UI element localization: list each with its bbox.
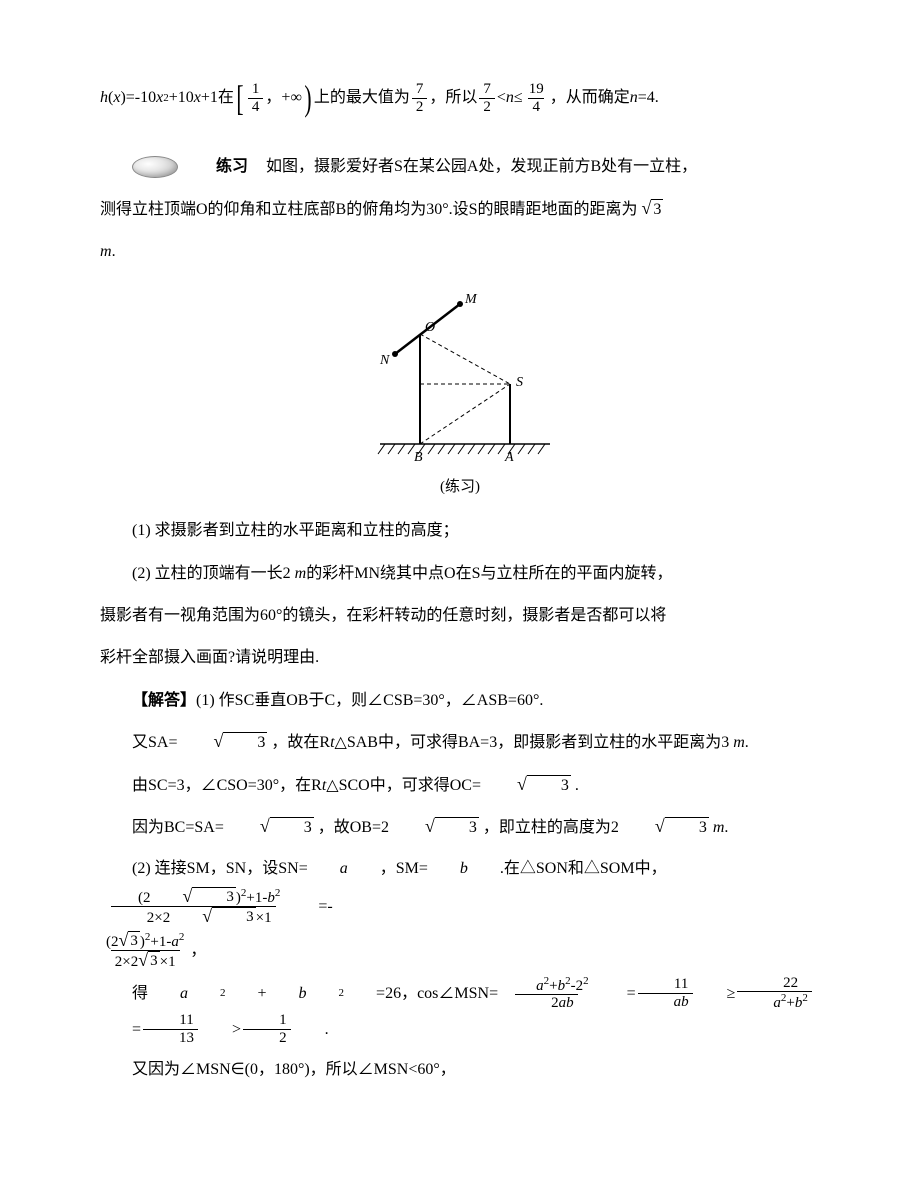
- hx-x1: x: [113, 80, 120, 115]
- sol-line5: (2) 连接SM，SN，设SN=a ，SM=b .在△SON和△SOM中， (2…: [100, 851, 820, 926]
- practice-label: 练习: [184, 148, 248, 186]
- sol-line6: 得a2 +b2 =26，cos∠MSN= a2+b2-22 2ab = 11 a…: [100, 975, 820, 1047]
- q1: (1) 求摄影者到立柱的水平距离和立柱的高度；: [100, 512, 820, 550]
- practice-line2: 测得立柱顶端O的仰角和立柱底部B的俯角均为30°.设S的眼睛距地面的距离为 √3: [100, 191, 820, 229]
- diagram-svg: M O N S B A: [350, 289, 570, 469]
- hx-h: h: [100, 80, 108, 115]
- svg-text:M: M: [464, 292, 478, 307]
- frac-son: (2√3)2+1-b2 2×2√3×1: [102, 887, 284, 927]
- solution-label: 【解答】: [132, 692, 196, 709]
- frac-som: (2√3)2+1-a2 2×2√3×1: [102, 931, 188, 971]
- hx-p1b: +1在: [201, 80, 234, 115]
- sol-line2: 又SA= √3 ，故在Rt△SAB中，可求得BA=3，即摄影者到立柱的水平距离为…: [100, 724, 820, 762]
- figure: M O N S B A (练习): [100, 289, 820, 504]
- q2-line1: (2) 立柱的顶端有一长2 m的彩杆MN绕其中点O在S与立柱所在的平面内旋转，: [100, 555, 820, 593]
- hx-x2: x: [156, 80, 163, 115]
- rparen-icon: ): [304, 80, 311, 116]
- q2-line2: 摄影者有一视角范围为60°的镜头，在彩杆转动的任意时刻，摄影者是否都可以将: [100, 597, 820, 635]
- sol-line1: 【解答】(1) 作SC垂直OB于C，则∠CSB=30°，∠ASB=60°.: [100, 682, 820, 720]
- hx-x3: x: [194, 80, 201, 115]
- svg-text:O: O: [425, 320, 435, 335]
- svg-text:N: N: [379, 353, 390, 368]
- svg-text:B: B: [414, 450, 423, 465]
- figure-caption: (练习): [100, 471, 820, 504]
- q2-line3: 彩杆全部摄入画面?请说明理由.: [100, 639, 820, 677]
- sol-line5b: (2√3)2+1-a2 2×2√3×1 ，: [100, 931, 820, 971]
- hx-line: h ( x )=-10 x2 +10 x +1在 [ 1 4 ， +∞ ) 上的…: [100, 80, 820, 116]
- sqrt3-icon: √3: [642, 199, 664, 219]
- svg-text:A: A: [504, 450, 514, 465]
- sol-line7: 又因为∠MSN∈(0，180°)，所以∠MSN<60°，: [100, 1051, 820, 1089]
- practice-text1: 如图，摄影爱好者S在某公园A处，发现正前方B处有一立柱，: [266, 158, 697, 175]
- max-frac: 7 2: [412, 81, 428, 115]
- hx-p10: +10: [169, 80, 194, 115]
- sol-line4: 因为BC=SA= √3 ，故OB=2 √3 ，即立柱的高度为2 √3 m.: [100, 809, 820, 847]
- max-text: 上的最大值为: [314, 80, 410, 115]
- practice-badge: 练习: [132, 148, 248, 186]
- interval-frac: 1 4: [248, 81, 264, 115]
- lbracket-icon: [: [236, 80, 243, 116]
- oval-icon: [132, 156, 178, 178]
- hx-close: )=-10: [120, 80, 156, 115]
- practice-para: 练习 如图，摄影爱好者S在某公园A处，发现正前方B处有一立柱，: [100, 148, 820, 187]
- sol-line3: 由SC=3，∠CSO=30°，在Rt△SCO中，可求得OC= √3 .: [100, 767, 820, 805]
- svg-text:S: S: [516, 375, 523, 390]
